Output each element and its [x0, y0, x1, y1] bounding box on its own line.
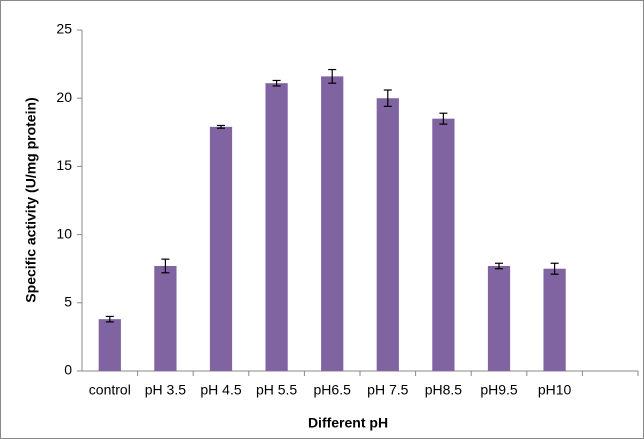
- bar: [321, 76, 344, 371]
- y-tick-label: 20: [56, 89, 72, 105]
- bar: [154, 265, 177, 371]
- bar: [265, 83, 288, 372]
- y-axis-label: Specific activity (U/mg protein): [23, 97, 39, 302]
- bar: [543, 268, 566, 371]
- x-tick-label: pH9.5: [480, 382, 518, 398]
- x-tick-label: pH10: [538, 382, 572, 398]
- bar: [432, 118, 455, 371]
- bar: [376, 98, 399, 371]
- y-tick-label: 0: [64, 362, 72, 378]
- x-tick-label: pH 4.5: [200, 382, 241, 398]
- x-tick-label: control: [89, 382, 131, 398]
- y-tick-label: 15: [56, 157, 72, 173]
- x-axis-label: Different pH: [308, 415, 388, 431]
- x-tick-label: pH8.5: [425, 382, 463, 398]
- x-tick-label: pH 7.5: [367, 382, 408, 398]
- y-tick-label: 5: [64, 294, 72, 310]
- bar: [209, 126, 233, 372]
- bar: [98, 319, 121, 371]
- y-tick-label: 25: [56, 21, 72, 37]
- x-tick-label: pH 3.5: [145, 382, 186, 398]
- bar: [487, 265, 511, 371]
- y-tick-label: 10: [56, 225, 72, 241]
- x-tick-label: pH 5.5: [256, 382, 297, 398]
- x-tick-label: pH6.5: [314, 382, 352, 398]
